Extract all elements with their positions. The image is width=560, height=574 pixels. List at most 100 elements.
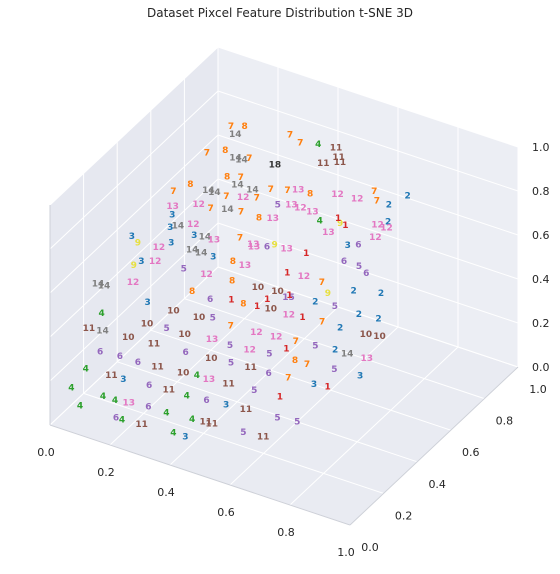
point-label-11: 11	[151, 362, 164, 372]
point-label-6: 6	[363, 269, 369, 279]
y-tick-label: 0.4	[428, 478, 446, 491]
point-label-1: 1	[228, 296, 234, 306]
point-label-7: 7	[246, 154, 252, 164]
x-axis-line	[49, 424, 351, 526]
axes-panes	[50, 47, 518, 525]
point-label-13: 13	[280, 245, 293, 255]
point-label-12: 12	[250, 328, 263, 338]
y-tick-label: 0.2	[395, 509, 413, 522]
grid-line	[217, 222, 519, 324]
point-label-4: 4	[68, 383, 74, 393]
point-label-7: 7	[238, 208, 244, 218]
point-label-2: 2	[350, 287, 356, 297]
point-label-4: 4	[317, 217, 323, 227]
point-label-7: 7	[285, 373, 291, 383]
point-label-12: 12	[298, 272, 311, 282]
point-label-11: 11	[222, 380, 235, 390]
point-label-1: 1	[325, 382, 331, 392]
point-label-6: 6	[97, 347, 103, 357]
point-label-4: 4	[83, 364, 89, 374]
point-label-2: 2	[375, 314, 381, 324]
y-axis-line	[349, 366, 519, 526]
point-label-14: 14	[202, 186, 215, 196]
point-label-6: 6	[146, 381, 152, 391]
point-label-6: 6	[135, 358, 141, 368]
x-tick-label: 0.4	[157, 486, 175, 499]
point-label-11: 11	[334, 158, 347, 168]
grid-line	[83, 392, 384, 494]
point-label-7: 7	[287, 131, 293, 141]
y-tick-label: 1.0	[529, 383, 547, 396]
point-label-5: 5	[294, 418, 300, 428]
grid-line	[150, 329, 451, 431]
point-label-8: 8	[242, 122, 248, 132]
point-label-7: 7	[297, 138, 303, 148]
point-label-14: 14	[186, 246, 199, 256]
point-label-7: 7	[223, 192, 229, 202]
point-label-8: 8	[240, 300, 246, 310]
point-label-14: 14	[229, 130, 242, 140]
point-label-14: 14	[195, 249, 208, 259]
x-tick-label: 0.6	[217, 506, 235, 519]
point-label-9: 9	[337, 219, 343, 229]
point-label-10: 10	[177, 369, 190, 379]
point-label-14: 14	[229, 154, 242, 164]
point-label-11: 11	[199, 418, 212, 428]
z-tick-label: 0.4	[532, 273, 550, 286]
point-label-14: 14	[98, 281, 111, 291]
point-label-3: 3	[311, 380, 317, 390]
point-label-3: 3	[167, 223, 173, 233]
point-label-13: 13	[248, 243, 261, 253]
point-label-12: 12	[331, 190, 344, 200]
point-label-13: 13	[203, 375, 216, 385]
point-label-7: 7	[208, 204, 214, 214]
point-label-11: 11	[317, 159, 330, 169]
point-label-13: 13	[292, 185, 305, 195]
point-label-13: 13	[322, 228, 335, 238]
point-label-13: 13	[285, 201, 298, 211]
point-label-3: 3	[169, 211, 175, 221]
point-label-13: 13	[247, 240, 260, 250]
point-label-12: 12	[294, 204, 307, 214]
point-label-12: 12	[237, 193, 250, 203]
point-label-6: 6	[264, 242, 270, 252]
y-tick-label: 0.8	[496, 415, 514, 428]
point-label-1: 1	[299, 313, 305, 323]
z-tick-label: 0.2	[532, 317, 550, 330]
point-label-12: 12	[200, 270, 213, 280]
point-label-8: 8	[187, 180, 193, 190]
point-label-3: 3	[210, 253, 216, 263]
left-wall-pane	[50, 47, 218, 425]
point-label-5: 5	[164, 324, 170, 334]
point-label-7: 7	[319, 317, 325, 327]
point-label-2: 2	[312, 298, 318, 308]
grid-line	[217, 134, 519, 236]
grid-line	[49, 134, 219, 294]
z-tick-label: 0.0	[532, 361, 550, 374]
point-label-14: 14	[231, 180, 244, 190]
point-label-6: 6	[355, 240, 361, 250]
grid-line	[169, 306, 339, 466]
point-label-1: 1	[342, 221, 348, 231]
point-label-3: 3	[129, 232, 135, 242]
point-label-10: 10	[373, 332, 386, 342]
point-label-11: 11	[257, 432, 270, 442]
point-label-13: 13	[166, 202, 179, 212]
grid-line	[49, 90, 219, 250]
point-label-8: 8	[292, 356, 298, 366]
point-label-3: 3	[138, 257, 144, 267]
point-label-14: 14	[208, 188, 221, 198]
grid-line	[49, 266, 219, 426]
floor-pane	[50, 267, 518, 525]
point-label-3: 3	[182, 432, 188, 442]
point-label-1: 1	[264, 295, 270, 305]
point-label-7: 7	[254, 193, 260, 203]
point-label-11: 11	[330, 144, 343, 154]
point-label-7: 7	[228, 322, 234, 332]
point-label-10: 10	[205, 354, 218, 364]
x-tick-label: 1.0	[337, 546, 355, 559]
point-label-5: 5	[266, 350, 272, 360]
point-label-7: 7	[228, 122, 234, 132]
point-label-3: 3	[145, 298, 151, 308]
